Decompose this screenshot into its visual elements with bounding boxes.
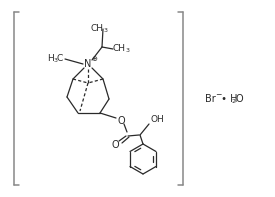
Text: ⊕: ⊕	[91, 56, 97, 62]
Text: Br: Br	[205, 94, 216, 104]
Text: 3: 3	[126, 47, 130, 52]
Text: O: O	[111, 140, 119, 150]
Text: 2: 2	[232, 98, 236, 103]
Text: CH: CH	[112, 44, 125, 52]
Text: • H: • H	[218, 94, 238, 104]
Text: C: C	[57, 54, 63, 62]
Text: O: O	[117, 116, 125, 126]
Text: OH: OH	[150, 114, 164, 124]
Text: N: N	[84, 59, 92, 69]
Text: 3: 3	[54, 58, 58, 62]
Text: 3: 3	[104, 28, 108, 33]
Text: CH: CH	[90, 23, 103, 33]
Text: H: H	[48, 54, 54, 62]
Text: O: O	[235, 94, 243, 104]
Text: −: −	[215, 90, 221, 99]
